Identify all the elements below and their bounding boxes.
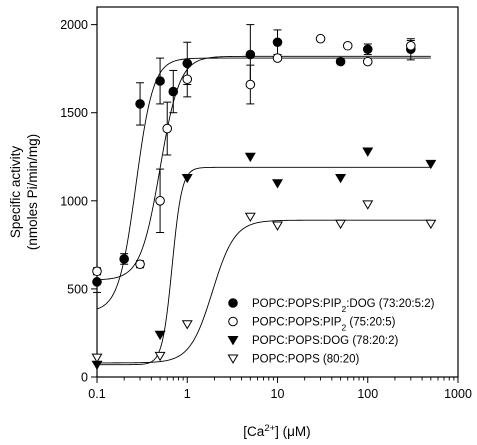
- fit-curve: [97, 219, 431, 364]
- fit-curve: [96, 55, 431, 281]
- data-point: [362, 44, 373, 55]
- data-point: [245, 79, 256, 90]
- data-point: [181, 320, 193, 330]
- legend-marker: [227, 354, 239, 364]
- data-point: [272, 53, 283, 63]
- x-axis-title-pre: [Ca: [243, 424, 265, 439]
- data-point: [155, 76, 165, 86]
- legend-entry-text: POPC:POPS:DOG (78:20:2): [252, 335, 399, 347]
- data-markers: [91, 33, 437, 371]
- legend-entry-subscript: 2: [341, 323, 346, 333]
- legend-entry-text: POPC:POPS (80:20): [252, 354, 360, 366]
- y-tick-label: 2000: [60, 18, 88, 32]
- data-point: [425, 219, 437, 230]
- data-point: [244, 152, 256, 163]
- data-point: [154, 330, 166, 341]
- legend: POPC:POPS:PIP2:DOG (73:20:5:2)POPC:POPS:…: [227, 298, 435, 366]
- y-tick-label: 1500: [60, 106, 88, 120]
- fit-curves: [96, 55, 431, 366]
- x-axis: 0.1 1 10 100 1000: [88, 377, 472, 401]
- data-point: [362, 147, 374, 157]
- data-point: [335, 173, 347, 184]
- legend-entry: POPC:POPS (80:20): [252, 354, 360, 366]
- data-point: [154, 351, 166, 362]
- data-point: [406, 40, 416, 51]
- legend-marker: [228, 316, 238, 327]
- data-point: [92, 277, 102, 287]
- data-point: [335, 56, 346, 67]
- data-point: [362, 56, 373, 67]
- data-point: [342, 40, 353, 51]
- legend-entry: POPC:POPS:PIP2:DOG (73:20:5:2): [252, 298, 435, 314]
- data-point: [272, 37, 283, 48]
- x-tick-label: 1000: [444, 387, 472, 401]
- x-tick-label: 10: [271, 387, 285, 401]
- legend-entry-subscript: 2: [341, 304, 346, 314]
- y-tick-label: 0: [81, 371, 88, 385]
- x-tick-label: 100: [357, 387, 378, 401]
- x-axis-title: [Ca2+] (μM): [243, 423, 310, 440]
- data-point: [182, 74, 193, 85]
- fit-curve: [96, 57, 431, 310]
- data-point: [135, 99, 145, 109]
- data-point: [92, 266, 102, 277]
- data-point: [272, 221, 283, 231]
- legend-entry-text: POPC:POPS:PIP: [252, 317, 342, 329]
- data-point: [168, 86, 179, 97]
- data-point: [315, 33, 326, 44]
- data-point: [162, 123, 173, 134]
- data-point: [182, 58, 193, 69]
- data-point: [335, 219, 347, 230]
- data-point: [91, 353, 103, 363]
- legend-marker: [227, 336, 239, 346]
- data-point: [362, 200, 374, 210]
- x-tick-label: 0.1: [88, 387, 105, 401]
- y-axis-title-line1: Specific activity: [8, 146, 23, 239]
- y-axis-title-line2: (nmoles Pi/min/mg): [25, 134, 40, 250]
- x-axis-title-sup: 2+: [264, 423, 275, 434]
- y-tick-label: 1000: [60, 194, 88, 208]
- data-point: [155, 196, 165, 206]
- legend-entry-text: :DOG (73:20:5:2): [346, 298, 434, 310]
- data-point: [135, 259, 145, 270]
- legend-marker: [228, 298, 238, 308]
- data-point: [245, 49, 256, 60]
- data-point: [181, 173, 193, 184]
- legend-entry-text: POPC:POPS:PIP: [252, 298, 342, 310]
- data-point: [244, 212, 256, 223]
- data-point: [272, 179, 283, 189]
- y-axis: 0 500 1000 1500 2000: [60, 18, 97, 385]
- x-tick-label: 1: [184, 387, 191, 401]
- x-axis-title-post: ] (μM): [275, 424, 311, 439]
- legend-entry: POPC:POPS:DOG (78:20:2): [252, 335, 399, 347]
- legend-entry: POPC:POPS:PIP2 (75:20:5): [252, 317, 396, 333]
- data-point: [119, 254, 129, 264]
- fit-curve: [97, 166, 431, 366]
- legend-entry-text: (75:20:5): [346, 317, 395, 329]
- data-point: [425, 159, 437, 170]
- y-tick-label: 500: [67, 282, 88, 296]
